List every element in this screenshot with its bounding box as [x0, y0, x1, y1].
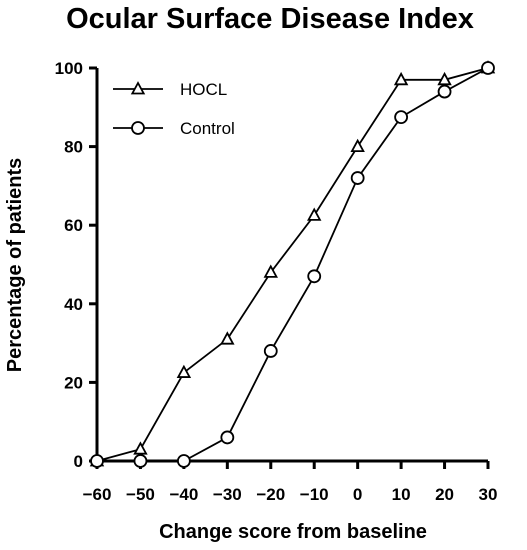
point-control — [481, 61, 495, 75]
x-ticks: −60 −50 −40 −30 −20 −10 0 10 20 30 — [83, 461, 498, 504]
plot-area: 0 20 40 60 80 100 −60 −50 −40 −30 −20 −10 0 10 20 30 — [55, 59, 498, 504]
y-ticks: 0 20 40 60 80 100 — [55, 59, 97, 471]
point-hocl — [263, 264, 278, 278]
y-tick-label: 100 — [55, 59, 83, 78]
legend-item-hocl: HOCL — [113, 80, 227, 99]
x-tick-label: −30 — [213, 485, 242, 504]
x-tick-label: 0 — [353, 485, 362, 504]
point-control — [176, 454, 191, 468]
x-tick-label: 10 — [392, 485, 411, 504]
x-tick-label: −10 — [300, 485, 329, 504]
x-tick-label: −50 — [126, 485, 155, 504]
point-hocl — [437, 71, 452, 86]
point-hocl — [176, 364, 192, 378]
series-hocl — [89, 60, 496, 467]
x-tick-label: −20 — [256, 485, 285, 504]
chart-title: Ocular Surface Disease Index — [66, 3, 474, 35]
legend: HOCL Control — [113, 80, 235, 138]
y-axis-label: Percentage of patients — [4, 158, 26, 373]
series-control — [90, 61, 495, 468]
x-tick-label: −40 — [169, 485, 198, 504]
point-control — [350, 171, 365, 185]
legend-item-control: Control — [113, 119, 235, 138]
point-control — [90, 454, 104, 468]
y-tick-label: 0 — [74, 452, 83, 471]
point-control — [437, 84, 452, 99]
point-control — [394, 110, 409, 125]
point-hocl — [350, 138, 365, 153]
y-tick-label: 60 — [64, 216, 83, 235]
series-layer — [89, 60, 496, 468]
point-hocl — [307, 207, 322, 221]
point-control — [307, 269, 322, 284]
point-hocl — [133, 441, 148, 455]
legend-label-control: Control — [180, 119, 235, 138]
x-tick-label: −60 — [83, 485, 112, 504]
legend-label-hocl: HOCL — [180, 80, 227, 99]
point-control — [220, 430, 235, 445]
y-tick-label: 40 — [64, 295, 83, 314]
legend-marker-hocl — [130, 81, 146, 95]
point-control — [263, 344, 278, 358]
legend-marker-control — [131, 121, 145, 135]
point-hocl — [220, 331, 235, 345]
y-tick-label: 80 — [64, 138, 83, 157]
y-tick-label: 20 — [64, 373, 83, 392]
point-control — [133, 454, 148, 468]
point-hocl — [393, 71, 409, 86]
series-line-hocl — [96, 67, 489, 462]
x-tick-label: 20 — [435, 485, 454, 504]
series-line-control — [97, 67, 489, 462]
x-axis-label: Change score from baseline — [159, 521, 427, 543]
x-tick-label: 30 — [479, 485, 498, 504]
